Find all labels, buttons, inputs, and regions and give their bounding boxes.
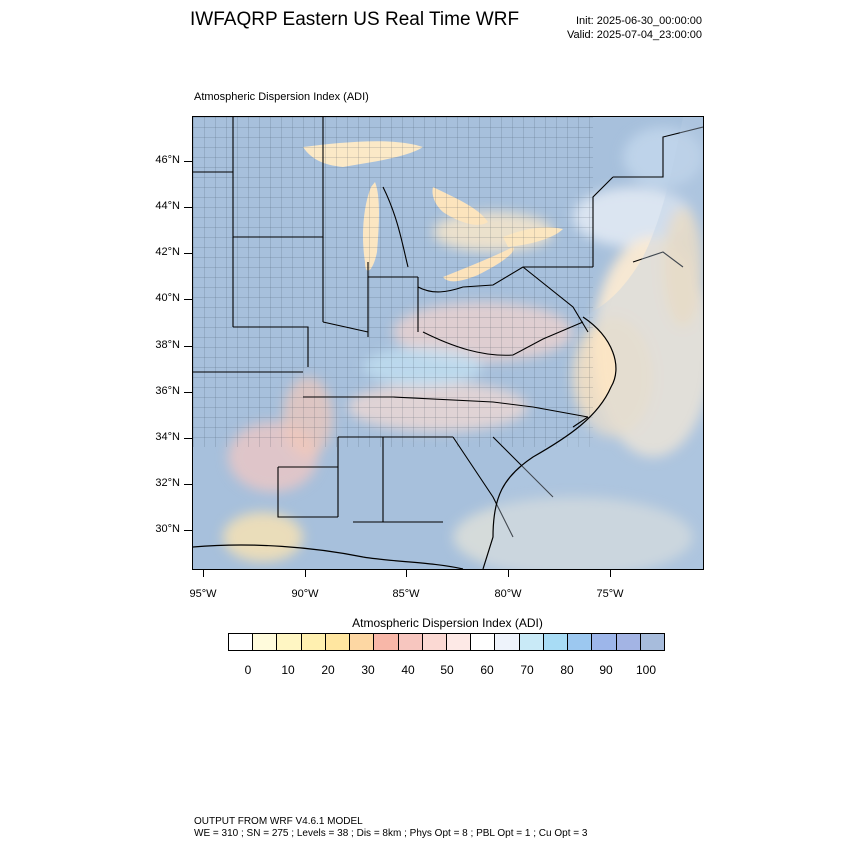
colorbar-label: 90 <box>599 663 613 677</box>
time-info: Init: 2025-06-30_00:00:00 Valid: 2025-07… <box>567 14 702 42</box>
lon-label: 95°W <box>189 588 217 600</box>
lon-tick <box>610 569 611 577</box>
colorbar-swatch <box>277 634 302 650</box>
init-time: Init: 2025-06-30_00:00:00 <box>576 15 702 27</box>
colorbar-label: 60 <box>480 663 494 677</box>
state-borders <box>193 117 703 538</box>
colorbar-title: Atmospheric Dispersion Index (ADI) <box>352 616 543 630</box>
lat-label: 42°N <box>155 246 180 258</box>
colorbar-swatch <box>398 634 423 650</box>
adi-map <box>192 116 704 570</box>
map-canvas <box>193 117 703 569</box>
lat-label: 40°N <box>155 292 180 304</box>
lat-tick <box>184 346 192 347</box>
model-line-2: WE = 310 ; SN = 275 ; Levels = 38 ; Dis … <box>194 828 588 839</box>
lat-tick <box>184 530 192 531</box>
colorbar-swatch <box>471 634 496 650</box>
lat-tick <box>184 299 192 300</box>
lat-label: 44°N <box>155 200 180 212</box>
lon-label: 85°W <box>392 588 420 600</box>
lat-label: 38°N <box>155 339 180 351</box>
lon-label: 90°W <box>291 588 319 600</box>
colorbar-label: 70 <box>520 663 534 677</box>
gulf-coastline <box>193 544 464 569</box>
colorbar-swatch <box>543 634 569 650</box>
colorbar-swatch <box>253 634 278 650</box>
lat-tick <box>184 484 192 485</box>
coastline <box>482 316 617 569</box>
lat-label: 36°N <box>155 385 180 397</box>
lat-label: 32°N <box>155 477 180 489</box>
colorbar <box>228 633 665 651</box>
colorbar-swatch <box>422 634 447 650</box>
lon-tick <box>508 569 509 577</box>
map-title: IWFAQRP Eastern US Real Time WRF <box>190 9 520 30</box>
model-line-1: OUTPUT FROM WRF V4.6.1 MODEL <box>194 816 363 827</box>
colorbar-swatch <box>616 634 641 650</box>
model-info: OUTPUT FROM WRF V4.6.1 MODEL WE = 310 ; … <box>194 816 587 840</box>
colorbar-label: 100 <box>635 663 657 677</box>
colorbar-swatch <box>495 634 520 650</box>
colorbar-swatch <box>325 634 351 650</box>
lat-label: 46°N <box>155 154 180 166</box>
colorbar-swatch <box>374 634 399 650</box>
colorbar-swatch <box>568 634 593 650</box>
colorbar-swatch <box>592 634 617 650</box>
lon-tick <box>406 569 407 577</box>
colorbar-label: 80 <box>560 663 574 677</box>
lat-tick <box>184 438 192 439</box>
lat-tick <box>184 253 192 254</box>
colorbar-swatch <box>640 634 664 650</box>
colorbar-swatch <box>446 634 472 650</box>
lat-tick <box>184 161 192 162</box>
colorbar-swatch <box>350 634 375 650</box>
lon-label: 80°W <box>494 588 522 600</box>
lon-tick <box>203 569 204 577</box>
field-label: Atmospheric Dispersion Index (ADI) <box>194 91 369 103</box>
valid-time: Valid: 2025-07-04_23:00:00 <box>567 29 702 41</box>
colorbar-label: 30 <box>361 663 375 677</box>
colorbar-label: 0 <box>244 663 252 677</box>
lat-label: 30°N <box>155 523 180 535</box>
lon-tick <box>305 569 306 577</box>
lat-label: 34°N <box>155 431 180 443</box>
lat-tick <box>184 207 192 208</box>
colorbar-swatch <box>519 634 544 650</box>
colorbar-swatch <box>229 634 254 650</box>
lat-tick <box>184 392 192 393</box>
colorbar-label: 40 <box>401 663 415 677</box>
colorbar-label: 20 <box>321 663 335 677</box>
colorbar-swatch <box>301 634 326 650</box>
lon-label: 75°W <box>596 588 624 600</box>
county-lines <box>193 117 593 447</box>
colorbar-label: 10 <box>281 663 295 677</box>
ocean-region <box>483 117 703 569</box>
colorbar-label: 50 <box>440 663 454 677</box>
